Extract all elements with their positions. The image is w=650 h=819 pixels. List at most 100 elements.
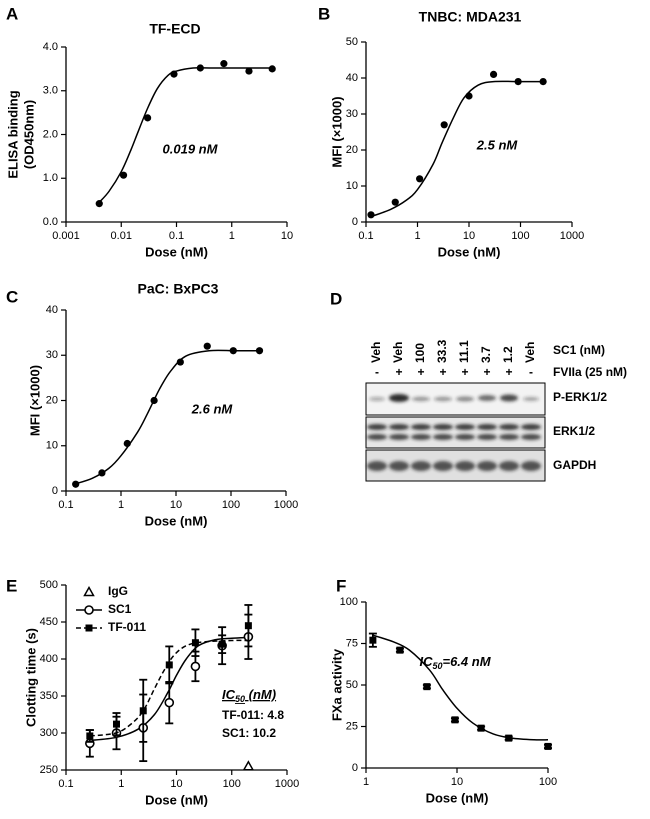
y-tick-label: 25: [346, 720, 358, 732]
band-label: GAPDH: [553, 458, 596, 472]
point: [477, 724, 485, 732]
x-tick-label: 10: [451, 776, 463, 788]
lane-label: 33.3: [435, 339, 449, 363]
point: [112, 720, 120, 728]
y-tick-label: 1.0: [43, 172, 58, 184]
x-axis-label: Dose (nM): [438, 244, 501, 259]
point: [396, 646, 404, 654]
annotation: TF-011: 4.8: [222, 708, 284, 722]
panel: C PaC: BxPC3 0 10 20 30 40 0.1 1 10 100 1000 Dose (n…: [6, 281, 298, 529]
band-label: P-ERK1/2: [553, 390, 607, 404]
point: [255, 347, 264, 355]
x-axis-label: Dose (nM): [426, 790, 489, 805]
legend-label: SC1: [108, 602, 132, 616]
lane-treatment: +: [505, 365, 512, 379]
row-label: FVIIa (25 nM): [553, 365, 627, 379]
x-tick-label: 1000: [274, 499, 298, 511]
point: [514, 78, 522, 86]
point: [268, 65, 276, 73]
lane-treatment: +: [439, 365, 446, 379]
y-axis-label: ELISA binding: [5, 90, 20, 178]
x-axis-label: Dose (nM): [145, 244, 208, 259]
y-tick-label: 2.0: [43, 128, 58, 140]
fit-curve: [89, 636, 249, 742]
annotation-part: IC: [222, 687, 236, 702]
point: [95, 200, 103, 208]
x-tick-label: 0.001: [52, 230, 80, 242]
fit-curve: [370, 80, 544, 218]
point: [416, 175, 424, 183]
panel-letter: F: [336, 576, 346, 595]
y-axis-label: MFI (×1000): [27, 365, 42, 436]
y-tick-label: 350: [40, 690, 58, 702]
point: [98, 469, 106, 477]
y-tick-label: 10: [346, 180, 358, 192]
x-tick-label: 10: [281, 230, 293, 242]
x-tick-label: 0.1: [358, 230, 373, 242]
y-axis-label: (OD450nm): [21, 100, 36, 169]
lane-treatment: +: [395, 365, 402, 379]
annotation-part: =6.4 nM: [442, 654, 491, 669]
point: [440, 121, 448, 129]
y-tick-label: 0.0: [43, 216, 58, 228]
panel-letter: D: [330, 289, 342, 308]
band-label: ERK1/2: [553, 424, 595, 438]
point: [367, 211, 375, 219]
x-tick-label: 10: [170, 499, 182, 511]
point: [539, 78, 547, 86]
point: [176, 358, 184, 366]
legend-label: IgG: [108, 584, 128, 598]
point: [220, 60, 228, 68]
y-tick-label: 50: [346, 36, 358, 48]
y-tick-label: 300: [40, 727, 58, 739]
panel-letter: A: [6, 4, 18, 23]
x-tick-label: 100: [222, 499, 240, 511]
point: [369, 636, 377, 644]
blot-image: [365, 382, 546, 482]
y-tick-label: 450: [40, 616, 58, 628]
x-tick-label: 1: [118, 778, 124, 790]
point: [86, 732, 94, 740]
x-tick-label: 0.01: [111, 230, 132, 242]
panel-letter: B: [318, 4, 330, 23]
legend-marker: [84, 605, 94, 615]
annotation: SC1: 10.2: [222, 726, 276, 740]
point: [218, 640, 226, 648]
fit-curve: [75, 349, 260, 485]
point: [139, 707, 147, 715]
x-tick-label: 1000: [275, 778, 299, 790]
panel: A TF-ECD 0.0 1.0 2.0 3.0 4.0 0.001 0.01 0.1 1 10 Dos…: [5, 4, 293, 259]
annotation-sub: 50: [235, 694, 245, 704]
y-tick-label: 0: [352, 762, 358, 774]
point: [489, 70, 498, 78]
point: [465, 92, 473, 100]
lane-label: Veh: [391, 342, 405, 363]
y-tick-label: 100: [340, 596, 358, 608]
panel: E 250 300 350 400 450 500 0.1 1 10 100 1000 Dose (nM…: [6, 576, 299, 807]
x-tick-label: 0.1: [169, 230, 184, 242]
annotation: 2.6 nM: [191, 401, 234, 416]
x-tick-label: 100: [511, 230, 529, 242]
y-tick-label: 30: [46, 349, 58, 361]
y-tick-label: 20: [46, 394, 58, 406]
annotation: 2.5 nM: [476, 137, 519, 152]
x-tick-label: 1000: [560, 230, 584, 242]
fit-curve: [372, 634, 549, 741]
legend-marker: [83, 585, 95, 597]
point: [72, 480, 80, 488]
lane-label: 11.1: [457, 340, 471, 363]
panel-letter: C: [6, 287, 18, 306]
lane-label: 1.2: [501, 346, 515, 363]
point: [245, 67, 253, 75]
y-axis-label: Clotting time (s): [23, 628, 38, 727]
point: [203, 342, 211, 350]
point: [229, 347, 237, 355]
y-tick-label: 0: [352, 216, 358, 228]
x-tick-label: 0.1: [58, 499, 73, 511]
point: [451, 716, 459, 724]
lane-treatment: -: [375, 365, 379, 379]
legend-marker: [85, 624, 93, 632]
point: [123, 439, 131, 448]
point: [544, 742, 552, 750]
y-axis-label: FXa activity: [329, 648, 344, 721]
